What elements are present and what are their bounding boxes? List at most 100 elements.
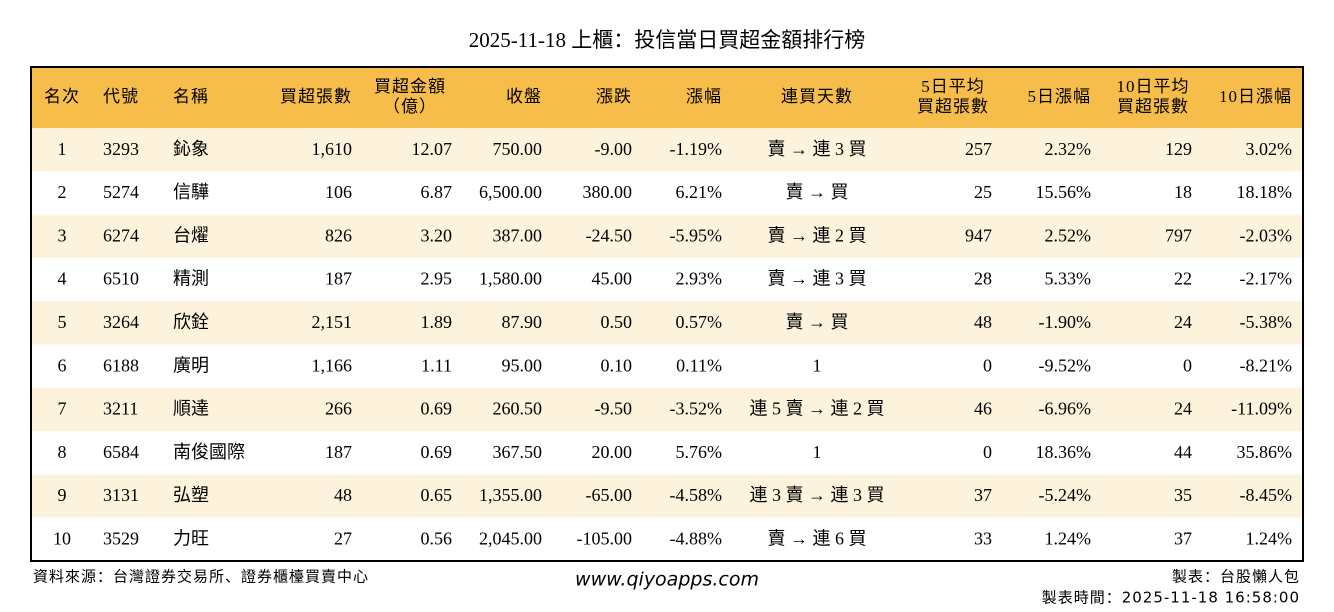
cell: -105.00 <box>577 528 633 548</box>
cell: -1.19% <box>670 139 723 159</box>
cell: -5.95% <box>670 225 723 245</box>
cell: 44 <box>1174 442 1192 462</box>
cell: 弘塑 <box>173 485 209 505</box>
row-bg <box>31 387 1303 432</box>
cell: 10 <box>53 528 71 548</box>
row-bg <box>31 128 1303 172</box>
cell: 5.76% <box>676 442 723 462</box>
cell: 2.52% <box>1045 225 1092 245</box>
cell: 1.24% <box>1246 528 1293 548</box>
cell: 賣 → 買 <box>786 312 849 332</box>
title: 2025-11-18 上櫃：投信當日買超金額排行榜 <box>469 28 865 52</box>
cell: 6 <box>58 355 67 375</box>
cell: 8 <box>58 442 67 462</box>
cell: 2.95 <box>421 269 453 289</box>
cell: 6.21% <box>676 182 723 202</box>
cell: 0 <box>983 442 992 462</box>
cell: 連 3 賣 → 連 3 買 <box>750 485 885 505</box>
header-bg <box>31 67 1303 128</box>
header-cell: 買超金額 <box>374 77 446 96</box>
header-cell: 名次 <box>44 87 80 106</box>
cell: 367.50 <box>493 442 543 462</box>
header-cell: （億） <box>383 97 437 116</box>
cell: 20.00 <box>592 442 633 462</box>
cell: 35 <box>1174 485 1192 505</box>
cell: 連 5 賣 → 連 2 買 <box>750 399 885 419</box>
cell: -8.45% <box>1240 485 1293 505</box>
cell: 3131 <box>103 485 139 505</box>
cell: 187 <box>325 442 352 462</box>
source: 資料來源：台灣證券交易所、證券櫃檯買賣中心 <box>33 568 369 586</box>
cell: 24 <box>1174 312 1192 332</box>
cell: 6274 <box>103 225 139 245</box>
cell: 45.00 <box>592 269 633 289</box>
cell: 15.56% <box>1036 182 1092 202</box>
cell: 266 <box>325 399 352 419</box>
cell: 46 <box>974 399 992 419</box>
cell: 2 <box>58 182 67 202</box>
cell: -11.09% <box>1231 399 1292 419</box>
header-cell: 買超張數 <box>1117 97 1189 116</box>
cell: 0.69 <box>421 442 453 462</box>
cell: 257 <box>965 139 992 159</box>
header-cell: 10日平均 <box>1117 77 1190 96</box>
cell: 0.57% <box>676 312 723 332</box>
cell: 5 <box>58 312 67 332</box>
header-cell: 漲幅 <box>686 87 722 106</box>
header-cell: 收盤 <box>506 87 542 106</box>
cell: 1.11 <box>421 355 452 375</box>
cell: 3529 <box>103 528 139 548</box>
cell: 0.10 <box>601 355 633 375</box>
cell: 7 <box>58 399 67 419</box>
cell: 18.18% <box>1237 182 1293 202</box>
cell: 順達 <box>173 399 209 419</box>
cell: 5274 <box>103 182 139 202</box>
cell: 87.90 <box>502 312 543 332</box>
cell: 台燿 <box>173 225 209 245</box>
cell: 力旺 <box>173 528 209 548</box>
time: 製表時間：2025-11-18 16:58:00 <box>1042 589 1300 607</box>
row-bg <box>31 214 1303 258</box>
header-cell: 連買天數 <box>781 87 853 106</box>
cell: 6,500.00 <box>479 182 542 202</box>
cell: 2,045.00 <box>479 528 542 548</box>
header-cell: 10日漲幅 <box>1219 87 1292 106</box>
cell: 5.33% <box>1045 269 1092 289</box>
cell: 賣 → 連 2 買 <box>768 225 867 245</box>
cell: -24.50 <box>586 225 633 245</box>
cell: 12.07 <box>412 139 453 159</box>
header-cell: 5日漲幅 <box>1028 87 1092 106</box>
cell: 2.32% <box>1045 139 1092 159</box>
cell: 48 <box>974 312 992 332</box>
cell: -9.50 <box>595 399 633 419</box>
cell: 1 <box>813 355 822 375</box>
header-cell: 5日平均 <box>921 77 985 96</box>
cell: 187 <box>325 269 352 289</box>
cell: 廣明 <box>173 355 209 375</box>
cell: 48 <box>334 485 352 505</box>
cell: 37 <box>1174 528 1192 548</box>
cell: 6188 <box>103 355 139 375</box>
cell: 2.93% <box>676 269 723 289</box>
cell: 1,355.00 <box>479 485 542 505</box>
cell: 0.50 <box>601 312 633 332</box>
cell: 750.00 <box>493 139 543 159</box>
row-bg <box>31 474 1303 518</box>
cell: -4.58% <box>670 485 723 505</box>
cell: 3211 <box>103 399 138 419</box>
cell: 3.02% <box>1246 139 1293 159</box>
cell: 33 <box>974 528 992 548</box>
cell: 0.69 <box>421 399 453 419</box>
cell: 387.00 <box>493 225 543 245</box>
header-cell: 代號 <box>103 87 139 106</box>
website: www.qiyoapps.com <box>575 569 759 591</box>
cell: 2,151 <box>312 312 353 332</box>
cell: -5.38% <box>1240 312 1293 332</box>
cell: -2.17% <box>1240 269 1293 289</box>
cell: 3264 <box>103 312 139 332</box>
cell: 1.89 <box>421 312 453 332</box>
cell: 0 <box>1183 355 1192 375</box>
cell: 南俊國際 <box>173 442 245 462</box>
row-bg <box>31 301 1303 345</box>
cell: 260.50 <box>493 399 543 419</box>
